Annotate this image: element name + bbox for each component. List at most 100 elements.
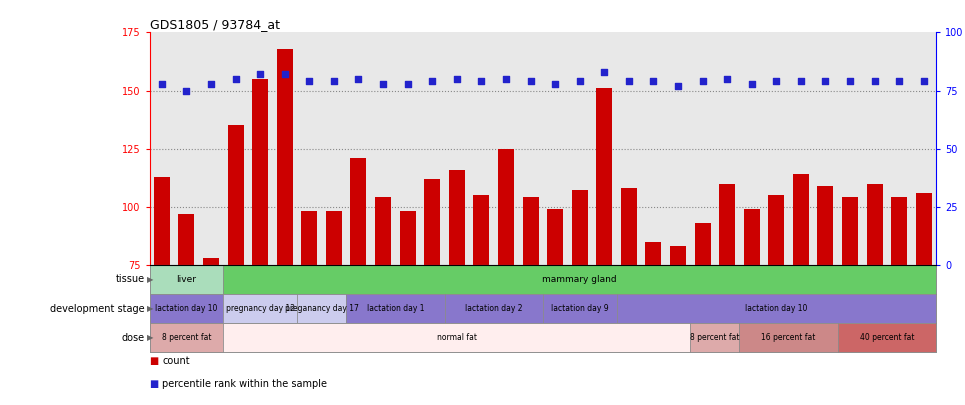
Text: ▶: ▶ — [147, 275, 153, 284]
Bar — [744, 209, 759, 405]
Text: 8 percent fat: 8 percent fat — [162, 333, 211, 342]
Text: mammary gland: mammary gland — [542, 275, 617, 284]
Bar — [301, 211, 317, 405]
Bar — [719, 183, 735, 405]
Point — [768, 78, 784, 85]
Bar — [252, 79, 268, 405]
Point — [179, 87, 194, 94]
Bar — [400, 211, 416, 405]
Bar — [375, 198, 391, 405]
Bar — [326, 211, 342, 405]
Point — [228, 76, 243, 82]
Text: percentile rank within the sample: percentile rank within the sample — [162, 379, 327, 389]
Point — [596, 69, 612, 75]
Text: ▶: ▶ — [147, 304, 153, 313]
Point — [449, 76, 464, 82]
Bar — [474, 195, 489, 405]
Text: lactation day 9: lactation day 9 — [551, 304, 609, 313]
Text: lactation day 1: lactation day 1 — [367, 304, 424, 313]
Bar — [150, 265, 223, 294]
Bar — [817, 186, 834, 405]
Point — [277, 71, 292, 77]
Bar — [203, 258, 219, 405]
Bar — [547, 209, 564, 405]
Point — [842, 78, 858, 85]
Bar — [842, 198, 858, 405]
Text: 40 percent fat: 40 percent fat — [860, 333, 914, 342]
Bar — [670, 246, 686, 405]
Text: 8 percent fat: 8 percent fat — [690, 333, 739, 342]
Bar — [153, 177, 170, 405]
Point — [793, 78, 809, 85]
Text: liver: liver — [177, 275, 197, 284]
Text: ■: ■ — [150, 356, 159, 367]
Bar — [620, 188, 637, 405]
Text: count: count — [162, 356, 190, 367]
Text: lactation day 10: lactation day 10 — [155, 304, 218, 313]
Bar — [445, 294, 542, 323]
Text: development stage: development stage — [50, 304, 145, 313]
Bar — [646, 242, 661, 405]
Point — [547, 80, 563, 87]
Point — [326, 78, 342, 85]
Point — [671, 83, 686, 89]
Point — [720, 76, 735, 82]
Point — [646, 78, 661, 85]
Text: tissue: tissue — [116, 275, 145, 284]
Bar — [425, 179, 440, 405]
Point — [425, 78, 440, 85]
Bar — [449, 170, 465, 405]
Bar — [596, 88, 612, 405]
Bar — [350, 158, 367, 405]
Point — [154, 80, 170, 87]
Bar — [346, 294, 445, 323]
Bar — [150, 323, 223, 352]
Bar — [522, 198, 538, 405]
Bar — [867, 183, 883, 405]
Bar — [179, 214, 194, 405]
Point — [204, 80, 219, 87]
Bar — [277, 49, 292, 405]
Point — [621, 78, 637, 85]
Point — [375, 80, 391, 87]
Bar — [571, 190, 588, 405]
Text: ■: ■ — [150, 379, 159, 389]
Point — [498, 76, 513, 82]
Point — [253, 71, 268, 77]
Bar — [916, 193, 932, 405]
Bar — [223, 294, 297, 323]
Bar — [297, 294, 346, 323]
Bar — [498, 149, 514, 405]
Bar — [150, 294, 223, 323]
Point — [572, 78, 588, 85]
Text: lactation day 10: lactation day 10 — [745, 304, 808, 313]
Point — [695, 78, 710, 85]
Bar — [617, 294, 936, 323]
Text: lactation day 2: lactation day 2 — [465, 304, 522, 313]
Bar — [739, 323, 838, 352]
Point — [916, 78, 931, 85]
Text: preganancy day 17: preganancy day 17 — [285, 304, 359, 313]
Bar — [690, 323, 739, 352]
Text: GDS1805 / 93784_at: GDS1805 / 93784_at — [150, 18, 280, 31]
Text: dose: dose — [122, 333, 145, 343]
Point — [350, 76, 366, 82]
Text: 16 percent fat: 16 percent fat — [761, 333, 815, 342]
Point — [302, 78, 317, 85]
Bar — [768, 195, 785, 405]
Bar — [793, 174, 809, 405]
Bar — [695, 223, 710, 405]
Point — [523, 78, 538, 85]
Point — [744, 80, 759, 87]
Text: normal fat: normal fat — [437, 333, 477, 342]
Bar — [542, 294, 617, 323]
Bar — [892, 198, 907, 405]
Point — [867, 78, 882, 85]
Bar — [228, 126, 243, 405]
Point — [817, 78, 833, 85]
Point — [400, 80, 415, 87]
Point — [892, 78, 907, 85]
Bar — [838, 323, 936, 352]
Text: ▶: ▶ — [147, 333, 153, 342]
Bar — [223, 323, 690, 352]
